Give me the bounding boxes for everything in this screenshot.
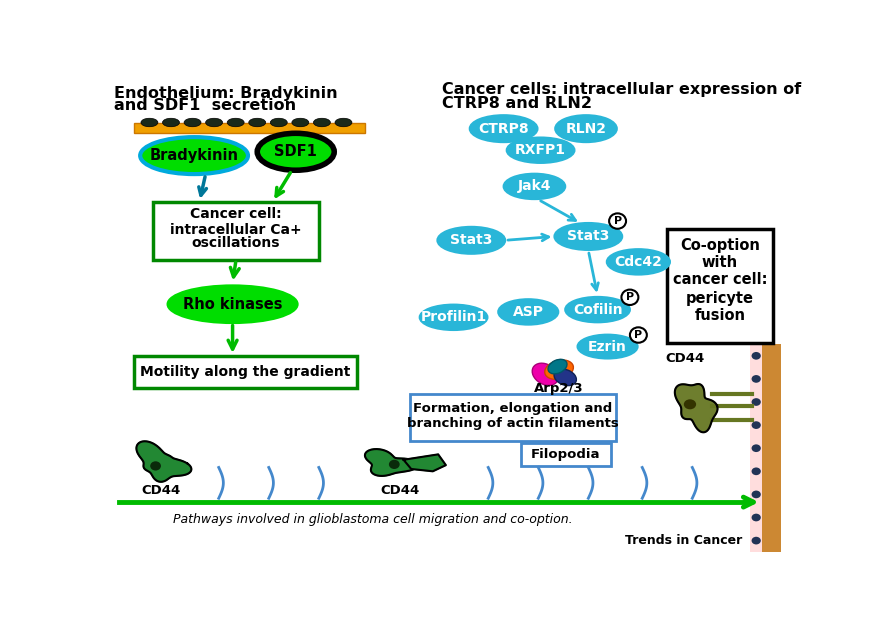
Ellipse shape <box>227 118 244 126</box>
Ellipse shape <box>498 299 558 325</box>
Ellipse shape <box>544 360 573 379</box>
Polygon shape <box>403 454 446 472</box>
Bar <box>153 202 318 260</box>
Ellipse shape <box>184 118 201 126</box>
Ellipse shape <box>565 297 629 322</box>
Text: ASP: ASP <box>512 305 543 319</box>
Text: Rho kinases: Rho kinases <box>182 297 282 312</box>
Text: with: with <box>701 255 737 270</box>
Text: Motility along the gradient: Motility along the gradient <box>140 365 350 379</box>
Ellipse shape <box>388 460 399 469</box>
Ellipse shape <box>751 398 760 406</box>
Text: Cancer cells: intracellular expression of: Cancer cells: intracellular expression o… <box>441 82 800 97</box>
Ellipse shape <box>335 118 352 126</box>
Text: Profilin1: Profilin1 <box>420 310 486 325</box>
Ellipse shape <box>629 327 647 343</box>
Ellipse shape <box>205 118 222 126</box>
Ellipse shape <box>608 213 626 229</box>
Text: P: P <box>613 216 621 226</box>
Ellipse shape <box>313 118 330 126</box>
Ellipse shape <box>577 335 637 358</box>
Ellipse shape <box>506 138 574 163</box>
Ellipse shape <box>620 290 638 305</box>
Text: Ezrin: Ezrin <box>587 340 627 354</box>
Text: intracellular Ca+: intracellular Ca+ <box>170 222 302 237</box>
Ellipse shape <box>554 115 616 142</box>
Ellipse shape <box>751 444 760 452</box>
Ellipse shape <box>606 249 669 275</box>
Text: and SDF1  secretion: and SDF1 secretion <box>114 98 295 113</box>
Text: oscillations: oscillations <box>191 236 280 250</box>
Ellipse shape <box>140 137 248 174</box>
Text: Formation, elongation and: Formation, elongation and <box>413 402 612 415</box>
Ellipse shape <box>751 421 760 429</box>
Text: SDF1: SDF1 <box>274 145 317 159</box>
Ellipse shape <box>469 115 537 142</box>
Text: pericyte: pericyte <box>686 290 753 305</box>
Ellipse shape <box>751 467 760 475</box>
Ellipse shape <box>554 223 621 250</box>
Text: CD44: CD44 <box>141 484 181 497</box>
Ellipse shape <box>150 461 161 470</box>
Text: cancer cell:: cancer cell: <box>672 272 766 287</box>
Ellipse shape <box>751 490 760 498</box>
Ellipse shape <box>751 513 760 521</box>
Polygon shape <box>136 441 191 482</box>
Ellipse shape <box>291 118 308 126</box>
Bar <box>749 345 780 552</box>
Text: CTRP8 and RLN2: CTRP8 and RLN2 <box>441 95 591 110</box>
Ellipse shape <box>257 133 334 170</box>
Ellipse shape <box>168 286 297 323</box>
Text: Pathways involved in glioblastoma cell migration and co-option.: Pathways involved in glioblastoma cell m… <box>173 513 572 526</box>
Bar <box>134 356 357 388</box>
Text: Cdc42: Cdc42 <box>614 255 661 269</box>
Ellipse shape <box>141 118 157 126</box>
Text: CD44: CD44 <box>380 484 419 497</box>
Text: Cancer cell:: Cancer cell: <box>190 207 282 221</box>
Ellipse shape <box>751 375 760 383</box>
Ellipse shape <box>419 305 487 330</box>
Text: branching of actin filaments: branching of actin filaments <box>407 417 618 430</box>
Text: RLN2: RLN2 <box>565 121 606 136</box>
Text: Co-option: Co-option <box>680 238 759 253</box>
Bar <box>667 229 773 343</box>
Ellipse shape <box>683 399 695 409</box>
Ellipse shape <box>503 174 565 199</box>
Text: RXFP1: RXFP1 <box>514 143 566 157</box>
Ellipse shape <box>163 118 179 126</box>
Text: Jak4: Jak4 <box>517 179 551 193</box>
Text: CD44: CD44 <box>665 352 704 365</box>
Polygon shape <box>364 449 417 476</box>
Text: Cofilin: Cofilin <box>572 303 621 316</box>
Text: Trends in Cancer: Trends in Cancer <box>624 534 741 547</box>
Ellipse shape <box>751 352 760 359</box>
Ellipse shape <box>554 369 576 386</box>
Ellipse shape <box>437 227 505 254</box>
Bar <box>760 345 780 552</box>
Ellipse shape <box>270 118 287 126</box>
Polygon shape <box>674 384 717 432</box>
Ellipse shape <box>547 359 567 374</box>
Text: Stat3: Stat3 <box>449 233 492 247</box>
Ellipse shape <box>532 363 558 386</box>
Bar <box>520 443 611 466</box>
Text: CTRP8: CTRP8 <box>478 121 528 136</box>
Bar <box>409 394 615 440</box>
Text: Stat3: Stat3 <box>567 229 609 244</box>
Text: Arp2/3: Arp2/3 <box>534 382 583 394</box>
Text: P: P <box>634 330 641 340</box>
Text: Endothelium: Bradykinin: Endothelium: Bradykinin <box>114 85 337 100</box>
Bar <box>134 123 365 133</box>
Text: Filopodia: Filopodia <box>531 448 600 461</box>
Text: Bradykinin: Bradykinin <box>149 148 238 163</box>
Text: P: P <box>625 292 634 302</box>
Ellipse shape <box>751 537 760 545</box>
Text: fusion: fusion <box>693 308 745 323</box>
Ellipse shape <box>249 118 265 126</box>
